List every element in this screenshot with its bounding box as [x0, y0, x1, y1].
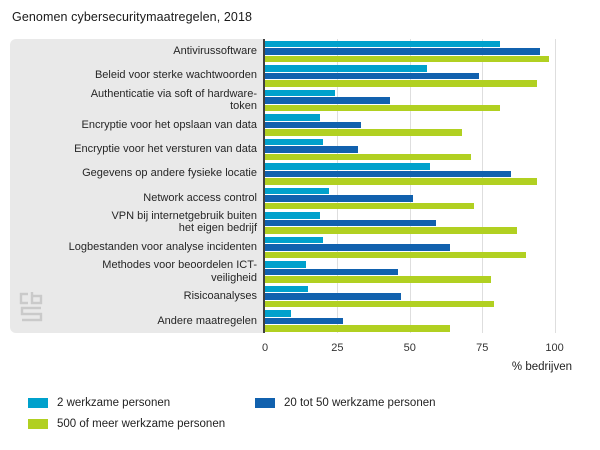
bar-500-plus-personen — [265, 227, 517, 234]
bar-2-personen — [265, 310, 292, 317]
bar-500-plus-personen — [265, 153, 471, 160]
category-label: Logbestanden voor analyse incidenten — [68, 240, 257, 253]
bar-2-personen — [265, 65, 428, 72]
bar-group — [265, 162, 572, 187]
bar-2-personen — [265, 261, 306, 268]
bar-group — [265, 235, 572, 260]
gridline — [337, 39, 339, 333]
bar-20-50-personen — [265, 244, 451, 251]
category-label: Network access control — [143, 191, 257, 204]
bar-group — [265, 211, 572, 236]
x-tick-label: 75 — [476, 342, 489, 354]
category-label: Antivirussoftware — [173, 44, 257, 57]
bar-group — [265, 309, 572, 334]
bar-2-personen — [265, 89, 335, 96]
legend-swatch — [255, 398, 275, 408]
bar-500-plus-personen — [265, 202, 474, 209]
category-label: Risicoanalyses — [183, 290, 257, 303]
bar-20-50-personen — [265, 195, 413, 202]
legend-swatch — [28, 398, 48, 408]
bar-500-plus-personen — [265, 178, 538, 185]
bar-group — [265, 113, 572, 138]
bar-20-50-personen — [265, 317, 344, 324]
x-tick-label: 100 — [545, 342, 564, 354]
bar-2-personen — [265, 138, 323, 145]
x-axis-ticks: 0 25 50 75 100 — [261, 342, 572, 355]
legend-label: 20 tot 50 werkzame personen — [284, 397, 436, 409]
bar-20-50-personen — [265, 268, 399, 275]
legend-label: 500 of meer werkzame personen — [57, 418, 226, 430]
bar-500-plus-personen — [265, 104, 500, 111]
bar-2-personen — [265, 285, 309, 292]
bar-2-personen — [265, 212, 321, 219]
category-label: Encryptie voor het versturen van data — [74, 142, 257, 155]
bar-20-50-personen — [265, 48, 541, 55]
category-label: Gegevens op andere fysieke locatie — [82, 167, 257, 180]
gridline — [554, 39, 556, 333]
plot-area — [263, 39, 572, 333]
gridline — [409, 39, 411, 333]
category-label: Andere maatregelen — [157, 314, 257, 327]
bar-500-plus-personen — [265, 276, 491, 283]
bar-2-personen — [265, 163, 431, 170]
x-axis-label: % bedrijven — [511, 361, 572, 373]
bar-group — [265, 39, 572, 64]
legend: 2 werkzame personen 20 tot 50 werkzame pe… — [28, 397, 600, 430]
bar-20-50-personen — [265, 146, 358, 153]
bar-500-plus-personen — [265, 300, 494, 307]
bar-500-plus-personen — [265, 80, 538, 87]
bar-rows — [265, 39, 572, 333]
bar-500-plus-personen — [265, 251, 526, 258]
legend-swatch — [28, 419, 48, 429]
bar-20-50-personen — [265, 121, 361, 128]
bar-2-personen — [265, 187, 329, 194]
bar-20-50-personen — [265, 293, 402, 300]
chart-title: Genomen cybersecuritymaatregelen, 2018 — [12, 10, 253, 24]
category-label: Methodes voor beoordelen ICT- veiligheid — [102, 259, 257, 284]
bar-20-50-personen — [265, 219, 436, 226]
gridline — [482, 39, 484, 333]
x-tick-label: 25 — [331, 342, 344, 354]
bar-group — [265, 260, 572, 285]
category-label: Authenticatie via soft of hardware- toke… — [90, 87, 257, 113]
category-label: Encryptie voor het opslaan van data — [81, 118, 257, 131]
bar-group — [265, 88, 572, 113]
bar-group — [265, 186, 572, 211]
x-tick-label: 0 — [261, 342, 269, 354]
bar-500-plus-personen — [265, 55, 549, 62]
category-label: Beleid voor sterke wachtwoorden — [94, 69, 257, 82]
category-label: VPN bij internetgebruik buiten het eigen… — [111, 209, 257, 235]
bar-group — [265, 137, 572, 162]
legend-item: 20 tot 50 werkzame personen — [255, 397, 600, 409]
bar-2-personen — [265, 40, 500, 47]
legend-label: 2 werkzame personen — [57, 397, 171, 409]
bar-20-50-personen — [265, 97, 390, 104]
bar-group — [265, 284, 572, 309]
legend-item: 2 werkzame personen — [28, 397, 255, 409]
bar-2-personen — [265, 236, 323, 243]
legend-item: 500 of meer werkzame personen — [28, 418, 255, 430]
cbs-logo-icon — [19, 292, 43, 322]
bar-500-plus-personen — [265, 129, 462, 136]
bar-2-personen — [265, 114, 321, 121]
bar-500-plus-personen — [265, 325, 451, 332]
category-labels-panel: Antivirussoftware Beleid voor sterke wach… — [10, 39, 263, 333]
x-tick-label: 50 — [403, 342, 416, 354]
category-labels: Antivirussoftware Beleid voor sterke wach… — [10, 39, 263, 333]
bar-20-50-personen — [265, 72, 480, 79]
bar-group — [265, 64, 572, 89]
bar-20-50-personen — [265, 170, 512, 177]
bar-chart: Antivirussoftware Beleid voor sterke wach… — [10, 39, 600, 333]
